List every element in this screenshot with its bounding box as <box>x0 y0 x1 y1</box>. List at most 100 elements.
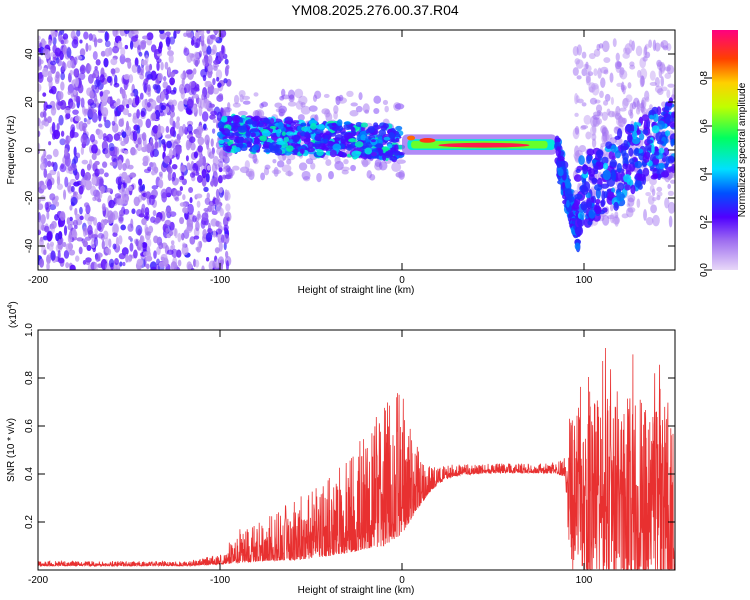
spectrogram-blob <box>71 39 79 49</box>
spectrogram-blob <box>177 232 182 243</box>
spectrogram-blob <box>646 139 654 144</box>
spectrogram-blob <box>120 88 127 98</box>
x-tick-label: -100 <box>210 575 230 586</box>
spectrogram-blob <box>640 101 645 114</box>
spectrogram-blob <box>575 95 580 104</box>
spectrogram-blob <box>123 150 129 155</box>
spectrogram-blob <box>645 96 650 103</box>
spectrogram-blob <box>69 69 74 76</box>
spectrogram-blob <box>364 147 372 155</box>
spectrogram-blob <box>156 84 161 94</box>
spectrogram-blob <box>64 176 69 188</box>
spectrogram-blob <box>599 90 604 99</box>
spectrogram-blob <box>165 31 171 37</box>
spectrogram-blob <box>147 101 151 108</box>
spectrogram-blob <box>649 114 654 120</box>
spectrogram-blob <box>171 177 176 182</box>
spectrogram-blob <box>224 191 231 201</box>
spectrogram-blob <box>79 48 86 57</box>
spectrogram-blob <box>207 70 213 79</box>
spectrogram-blob <box>633 121 638 133</box>
spectrogram-blob <box>99 74 105 83</box>
spectrogram-blob <box>593 111 601 117</box>
spectrogram-blob <box>116 131 122 137</box>
spectrogram-blob <box>338 151 344 158</box>
spectrogram-blob <box>43 168 48 179</box>
spectrogram-blob <box>219 30 227 38</box>
spectrogram-blob <box>367 127 375 133</box>
spectrogram-blob <box>350 126 355 132</box>
spectrogram-blob <box>616 162 622 173</box>
spectrogram-blob <box>139 92 144 100</box>
spectrogram-blob <box>109 96 113 107</box>
spectrogram-blob <box>136 68 143 75</box>
spectrogram-blob <box>325 159 332 166</box>
spectrogram-blob <box>205 232 213 242</box>
spectrogram-blob <box>170 240 175 245</box>
spectrogram-blob <box>185 155 189 162</box>
spectrogram-blob <box>197 30 205 36</box>
spectrogram-blob <box>55 71 60 79</box>
spectrogram-blob <box>201 93 205 101</box>
spectrogram-blob <box>46 179 53 191</box>
spectrogram-blob <box>226 64 230 70</box>
spectrogram-blob <box>158 242 164 250</box>
spectrogram-blob <box>578 155 585 166</box>
spectrogram-blob <box>169 77 175 86</box>
spectrogram-blob <box>601 190 606 201</box>
spectrogram-blob <box>576 44 583 56</box>
spectrogram-blob <box>194 259 200 268</box>
spectrogram-blob <box>653 158 660 165</box>
spectrogram-blob <box>157 45 163 54</box>
spectrogram-blob <box>114 74 118 86</box>
spectrogram-blob <box>106 248 112 256</box>
spectrogram-blob <box>574 193 583 200</box>
spectrogram-blob <box>182 194 186 201</box>
spectrogram-blob <box>56 183 63 191</box>
spectrogram-blob <box>145 63 149 72</box>
spectrogram-blob <box>69 204 73 211</box>
spectrogram-blob <box>193 235 200 240</box>
spectrogram-blob <box>343 121 351 125</box>
spectrogram-blob <box>576 75 582 80</box>
spectrogram-blob <box>73 68 79 77</box>
spectrogram-blob <box>646 119 651 129</box>
spectrogram-blob <box>370 139 376 143</box>
spectrogram-blob <box>38 203 44 211</box>
spectrogram-blob <box>179 175 184 181</box>
spectrogram-blob <box>67 90 71 96</box>
spectrogram-blob <box>395 172 402 178</box>
spectrogram-blob <box>50 64 56 75</box>
spectrogram-blob <box>186 261 192 270</box>
spectrogram-blob <box>142 161 149 167</box>
spectrogram-blob <box>341 169 349 175</box>
spectrogram-blob <box>159 30 165 34</box>
spectrogram-blob <box>60 71 66 81</box>
spectrogram-blob <box>145 54 149 64</box>
spectrogram-blob <box>364 109 370 114</box>
spectrogram-blob <box>197 136 205 146</box>
spectrogram-blob <box>637 102 642 112</box>
spectrogram-blob <box>195 87 200 92</box>
spectrogram-blob <box>215 188 220 199</box>
spectrogram-blob <box>334 156 341 164</box>
spectrogram-blob <box>269 147 280 154</box>
spectrogram-blob <box>196 174 203 183</box>
spectrogram-blob <box>69 101 76 110</box>
spectrogram-blob <box>105 262 110 270</box>
spectrogram-blob <box>615 52 620 62</box>
spectrogram-blob <box>269 125 277 129</box>
spectrogram-blob <box>169 110 176 118</box>
y-tick-label: -20 <box>24 190 35 205</box>
spectrogram-blob <box>651 106 659 115</box>
spectrogram-blob <box>57 249 61 261</box>
spectrogram-blob <box>593 165 599 173</box>
spectrogram-blob <box>589 97 598 105</box>
spectrogram-blob <box>651 125 660 134</box>
spectrogram-blob <box>360 134 367 141</box>
spectrogram-blob <box>660 76 665 87</box>
spectrogram-blob <box>274 102 283 108</box>
spectrogram-blob <box>649 184 655 193</box>
spectrogram-blob <box>622 97 630 107</box>
spectrogram-blob <box>193 51 200 61</box>
